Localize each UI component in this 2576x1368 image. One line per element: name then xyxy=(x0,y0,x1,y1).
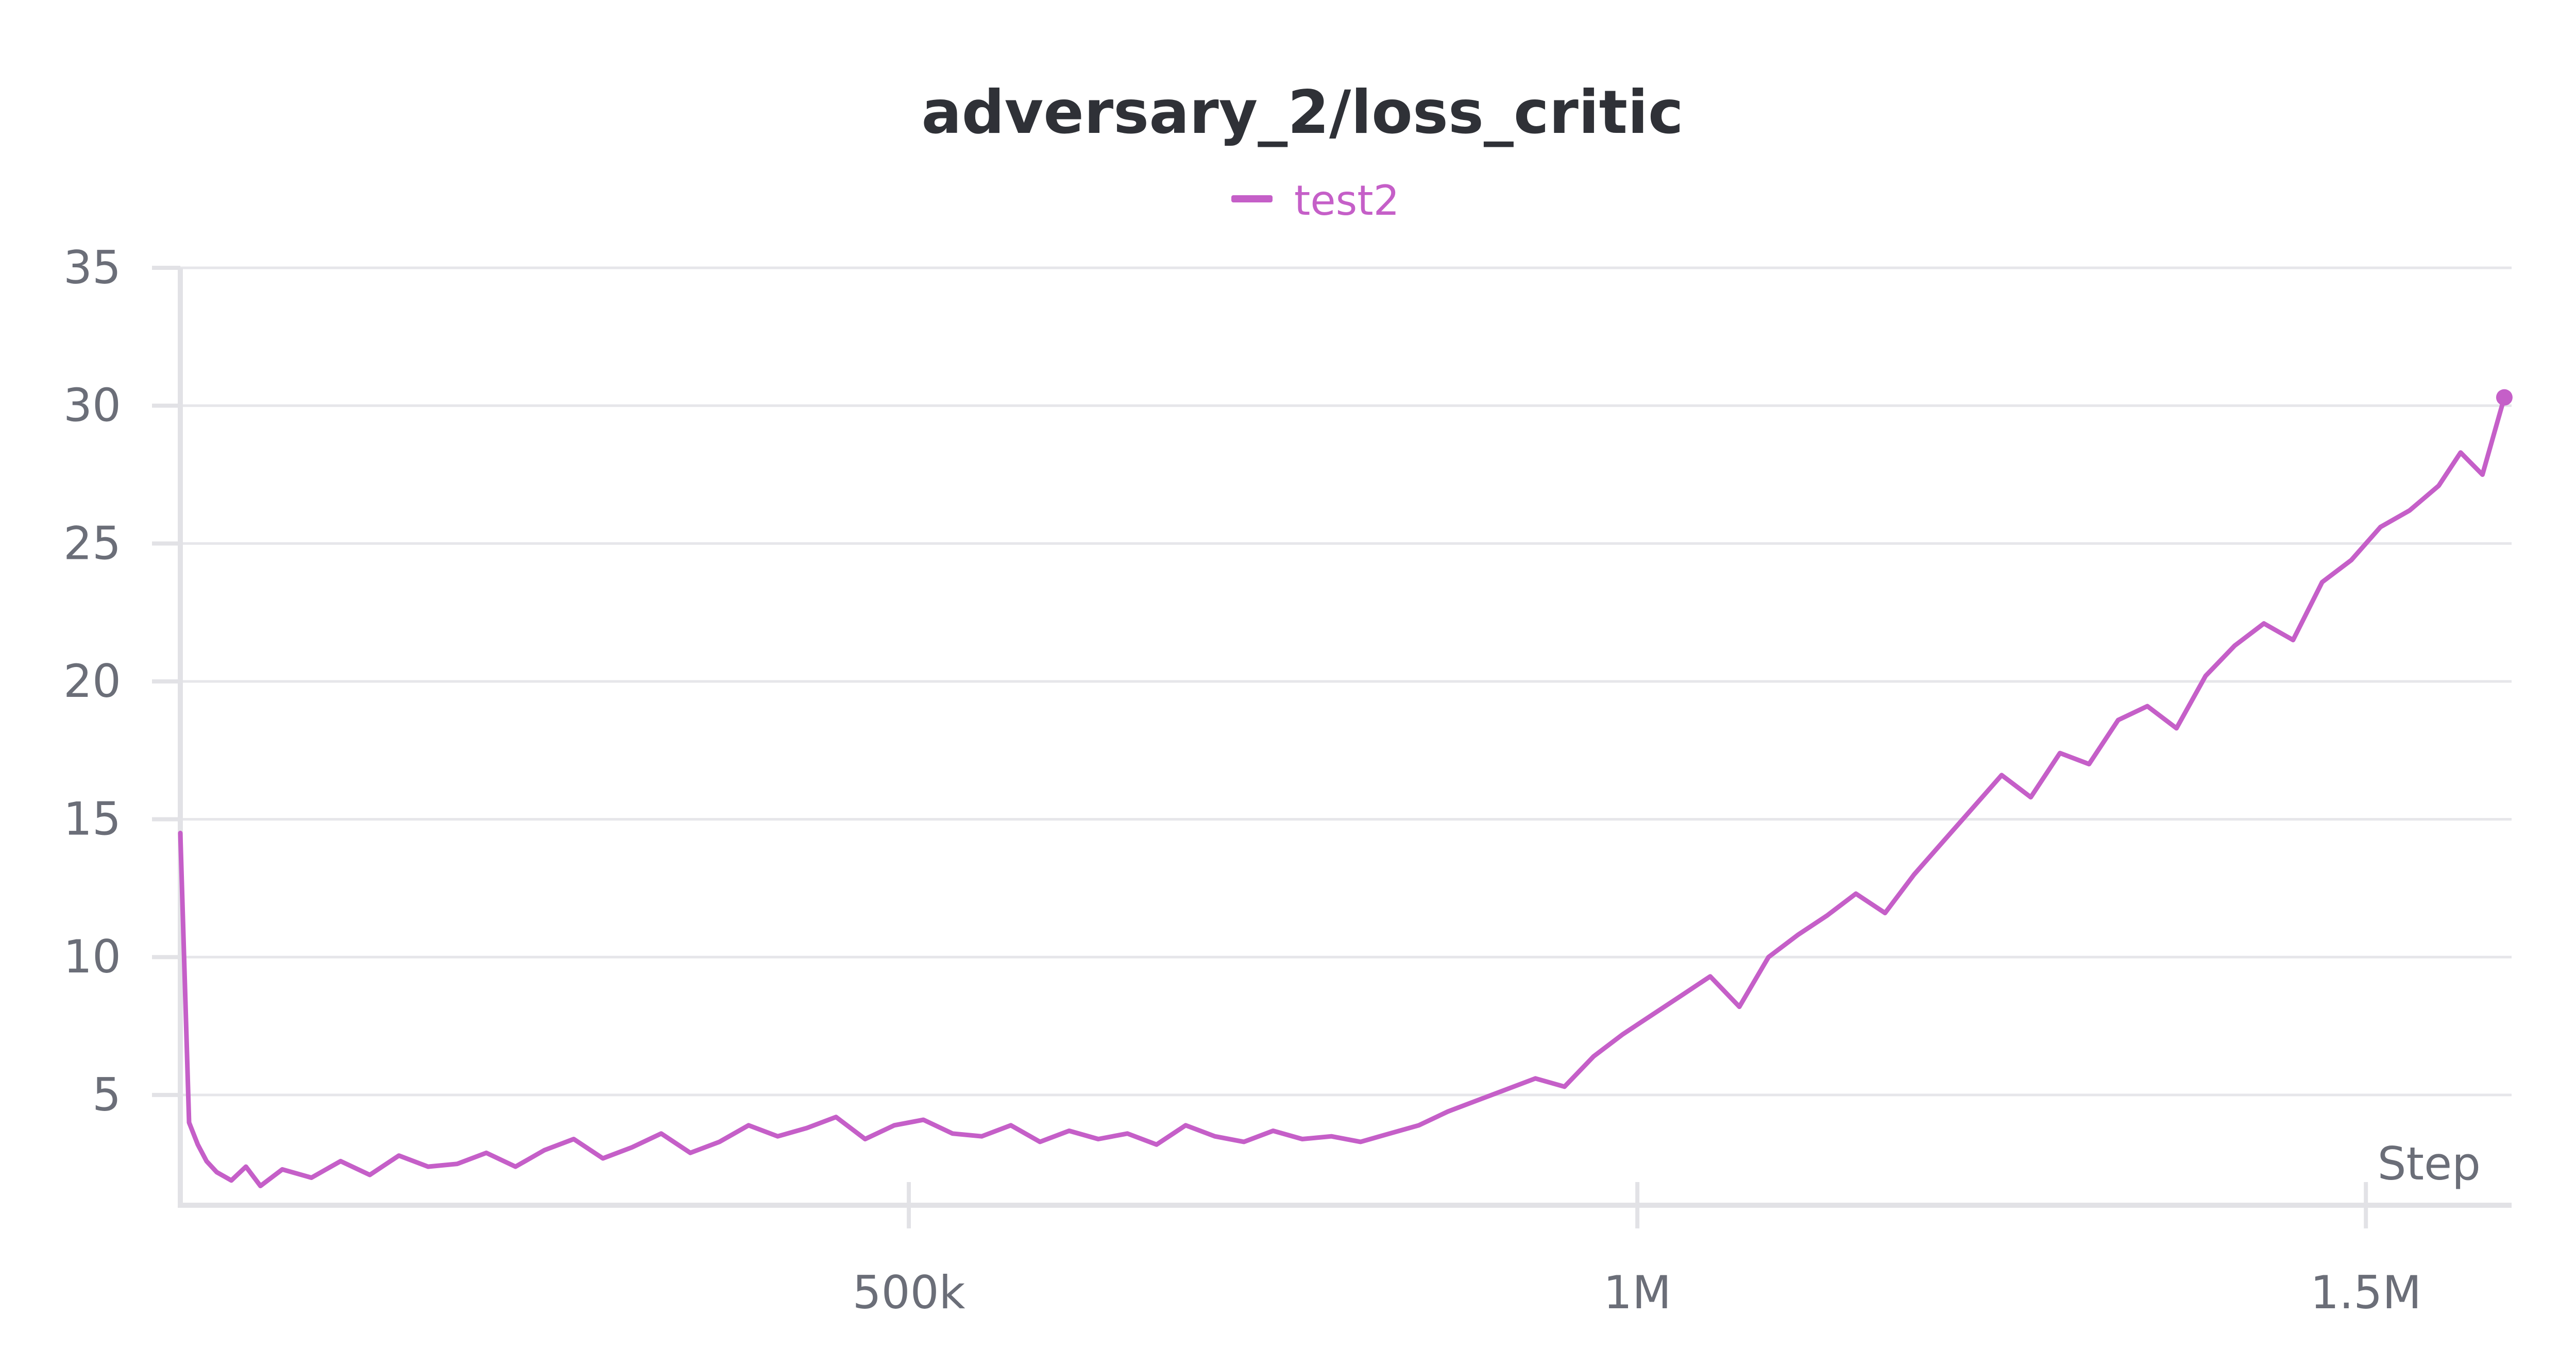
legend: test2 xyxy=(1231,177,1400,225)
series-layer xyxy=(178,389,2513,1188)
y-tick-label: 5 xyxy=(92,1068,121,1121)
x-tick-label: 1.5M xyxy=(2310,1266,2421,1319)
y-tick-labels: 5 10 15 20 25 30 35 xyxy=(63,241,180,1121)
data-point xyxy=(2496,389,2513,406)
y-tick-label: 15 xyxy=(63,793,121,846)
y-tick-label: 10 xyxy=(63,930,121,983)
y-tick-label: 25 xyxy=(63,517,121,570)
y-gridlines xyxy=(180,266,2512,1097)
legend-label-test2: test2 xyxy=(1294,177,1400,225)
y-tick-label: 30 xyxy=(63,379,121,432)
x-axis-label: Step xyxy=(2378,1137,2481,1190)
y-tick-label: 35 xyxy=(63,241,121,294)
y-tick-label: 20 xyxy=(63,655,121,708)
chart-title: adversary_2/loss_critic xyxy=(921,78,1683,147)
x-ticks: 500k 1M 1.5M xyxy=(853,1182,2421,1319)
series-line-test2 xyxy=(178,395,2507,1188)
legend-swatch-test2 xyxy=(1231,195,1273,202)
x-tick-label: 500k xyxy=(853,1266,965,1319)
x-tick-label: 1M xyxy=(1603,1266,1671,1319)
